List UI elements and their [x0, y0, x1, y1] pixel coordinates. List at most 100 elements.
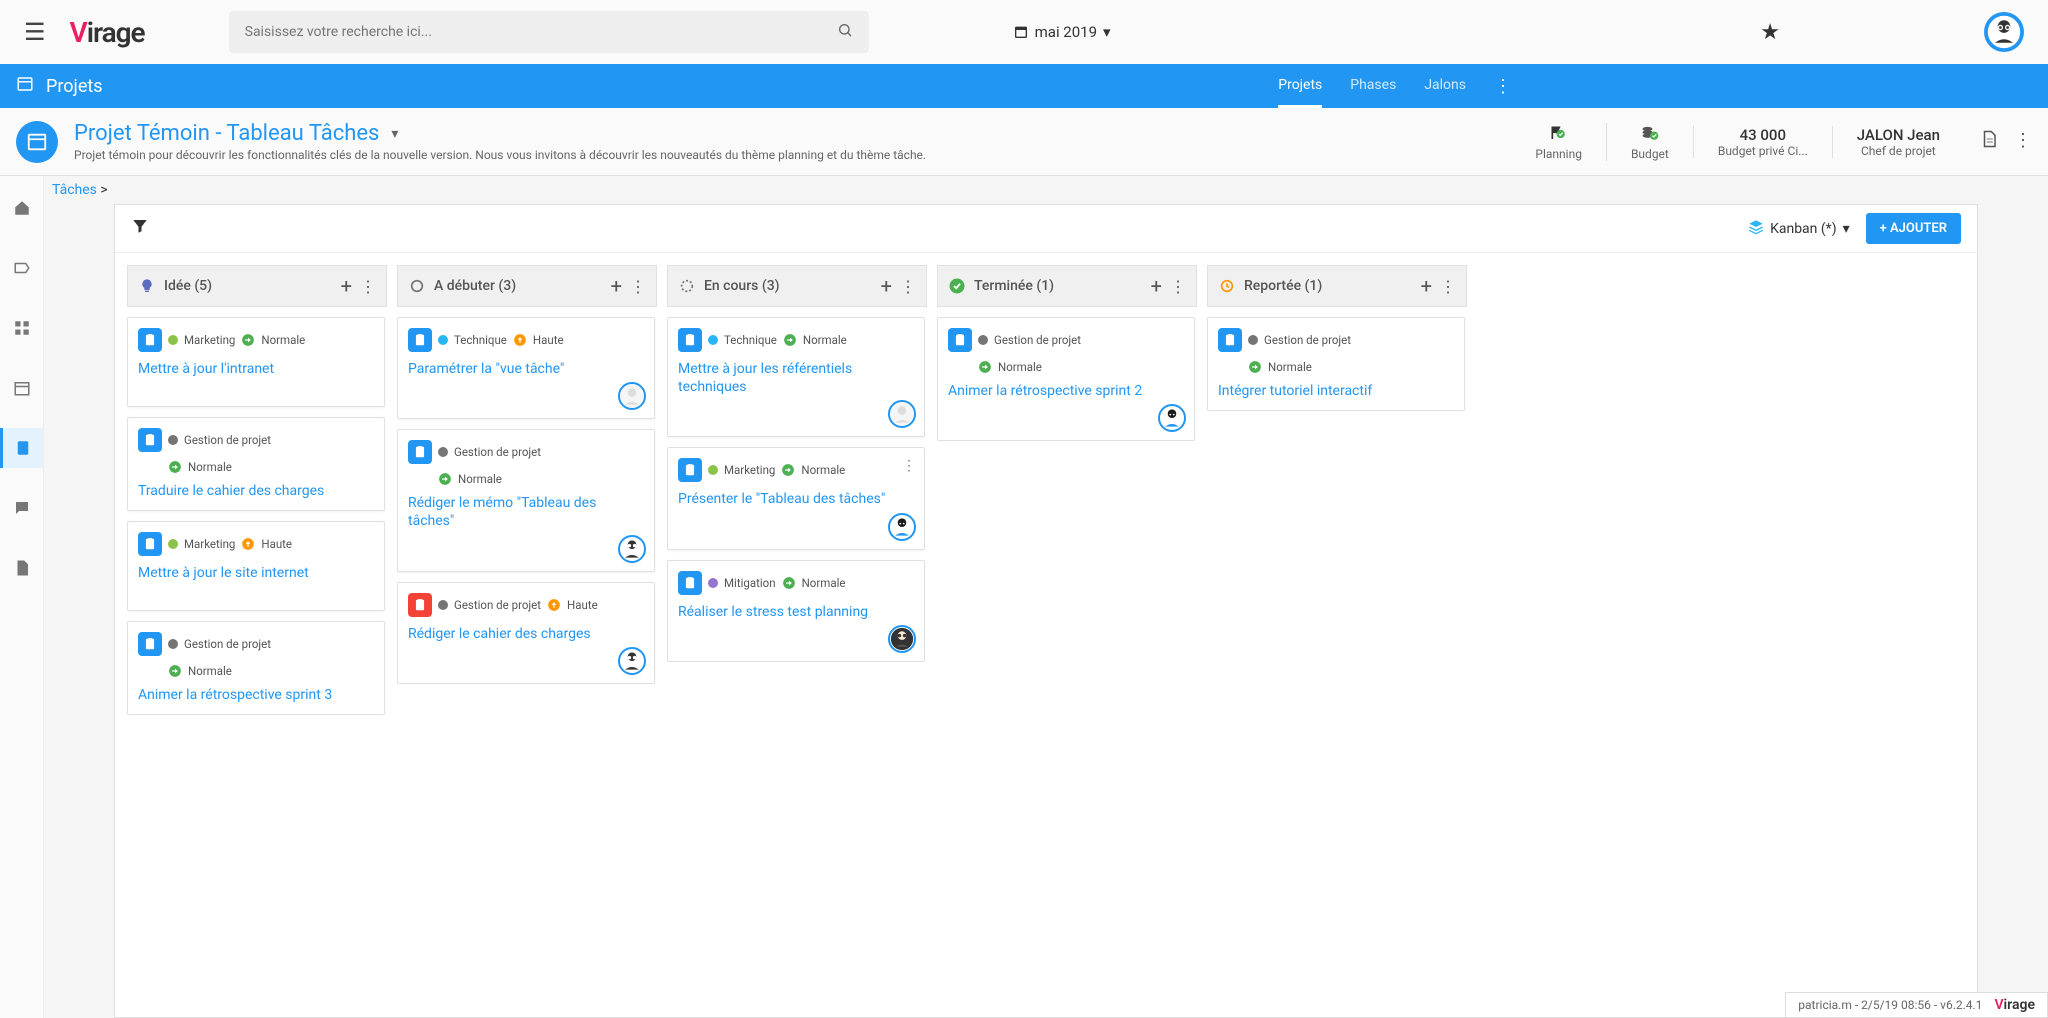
meta-budget-private[interactable]: 43 000 Budget privé Ci... — [1693, 126, 1832, 158]
hamburger-icon[interactable]: ☰ — [24, 18, 46, 46]
card-title[interactable]: Mettre à jour l'intranet — [138, 360, 374, 378]
assignee-avatar[interactable] — [618, 647, 646, 675]
column-add-icon[interactable]: + — [341, 274, 352, 298]
task-card[interactable]: Mitigation Normale Réaliser le stress te… — [667, 560, 925, 662]
task-card[interactable]: Gestion de projet Haute Rédiger le cahie… — [397, 582, 655, 684]
card-title[interactable]: Traduire le cahier des charges — [138, 482, 374, 500]
card-tags: Technique Haute — [408, 328, 644, 352]
nav-more-icon[interactable]: ⋮ — [1494, 76, 1512, 97]
priority-label: Normale — [801, 463, 845, 477]
category-dot — [168, 335, 178, 345]
assignee-avatar[interactable] — [618, 382, 646, 410]
star-icon[interactable]: ★ — [1760, 20, 1780, 45]
column-more-icon[interactable]: ⋮ — [630, 277, 646, 296]
assignee-avatar[interactable] — [888, 513, 916, 541]
priority-icon — [168, 664, 182, 678]
category-dot — [168, 639, 178, 649]
card-tags-line2: Normale — [138, 664, 374, 678]
priority-icon — [438, 472, 452, 486]
card-title[interactable]: Rédiger le cahier des charges — [408, 625, 644, 643]
task-card[interactable]: Marketing Normale ⋮Présenter le "Tableau… — [667, 447, 925, 549]
card-tags: Gestion de projet Haute — [408, 593, 644, 617]
task-card[interactable]: Technique Normale Mettre à jour les réfé… — [667, 317, 925, 437]
card-title[interactable]: Mettre à jour les référentiels technique… — [678, 360, 914, 396]
task-card[interactable]: Gestion de projet Normale Rédiger le mém… — [397, 429, 655, 571]
card-title[interactable]: Mettre à jour le site internet — [138, 564, 374, 582]
column-add-icon[interactable]: + — [881, 274, 892, 298]
sidebar-tasks[interactable] — [0, 428, 44, 468]
card-title[interactable]: Réaliser le stress test planning — [678, 603, 914, 621]
card-title[interactable]: Animer la rétrospective sprint 2 — [948, 382, 1184, 400]
kanban-columns: Idée (5) + ⋮ Marketing Normale Mettre à … — [115, 253, 1977, 1017]
task-icon — [678, 328, 702, 352]
column-more-icon[interactable]: ⋮ — [360, 277, 376, 296]
column-body: Gestion de projet Normale Animer la rétr… — [937, 317, 1197, 441]
column-more-icon[interactable]: ⋮ — [900, 277, 916, 296]
assignee-avatar[interactable] — [888, 625, 916, 653]
card-tags: Gestion de projet — [1218, 328, 1454, 352]
meta-budget[interactable]: Budget — [1606, 123, 1693, 161]
task-card[interactable]: Gestion de projet Normale Animer la rétr… — [937, 317, 1195, 441]
task-icon — [948, 328, 972, 352]
card-tags: Technique Normale — [678, 328, 914, 352]
column-add-icon[interactable]: + — [1421, 274, 1432, 298]
card-title[interactable]: Présenter le "Tableau des tâches" — [678, 490, 914, 508]
sidebar-home[interactable] — [0, 188, 44, 228]
filter-icon[interactable] — [131, 217, 149, 240]
column-add-icon[interactable]: + — [1151, 274, 1162, 298]
column-add-icon[interactable]: + — [611, 274, 622, 298]
document-icon[interactable] — [1980, 130, 1998, 153]
search-box[interactable] — [229, 11, 869, 53]
tab-jalons[interactable]: Jalons — [1424, 64, 1466, 108]
priority-label: Normale — [802, 576, 846, 590]
search-icon[interactable] — [837, 22, 853, 43]
view-selector[interactable]: Kanban (*) ▾ — [1748, 219, 1850, 239]
category-dot — [438, 600, 448, 610]
task-card[interactable]: Marketing Haute Mettre à jour le site in… — [127, 521, 385, 611]
sidebar-file[interactable] — [0, 548, 44, 588]
task-card[interactable]: Technique Haute Paramétrer la "vue tâche… — [397, 317, 655, 419]
add-button[interactable]: + AJOUTER — [1866, 213, 1961, 244]
sidebar-grid[interactable] — [0, 308, 44, 348]
task-card[interactable]: Marketing Normale Mettre à jour l'intran… — [127, 317, 385, 407]
task-card[interactable]: Gestion de projet Normale Traduire le ca… — [127, 417, 385, 511]
project-title[interactable]: Projet Témoin - Tableau Tâches ▾ — [74, 121, 1511, 146]
date-selector[interactable]: mai 2019 ▾ — [1013, 23, 1111, 41]
column-more-icon[interactable]: ⋮ — [1170, 277, 1186, 296]
card-tags-line2: Normale — [408, 472, 644, 486]
tab-phases[interactable]: Phases — [1350, 64, 1396, 108]
card-tags: Marketing Haute — [138, 532, 374, 556]
search-input[interactable] — [245, 24, 837, 40]
category-dot — [168, 539, 178, 549]
dropdown-icon: ▾ — [1103, 23, 1111, 41]
tab-projets[interactable]: Projets — [1278, 64, 1322, 108]
task-card[interactable]: Gestion de projet Normale Intégrer tutor… — [1207, 317, 1465, 411]
card-title[interactable]: Paramétrer la "vue tâche" — [408, 360, 644, 378]
card-title[interactable]: Animer la rétrospective sprint 3 — [138, 686, 374, 704]
meta-chef[interactable]: JALON Jean Chef de projet — [1832, 126, 1964, 158]
assignee-avatar[interactable] — [888, 400, 916, 428]
sidebar-label[interactable] — [0, 248, 44, 288]
card-title[interactable]: Rédiger le mémo "Tableau des tâches" — [408, 494, 644, 530]
column-body: Marketing Normale Mettre à jour l'intran… — [127, 317, 387, 715]
assignee-avatar[interactable] — [618, 535, 646, 563]
category-label: Gestion de projet — [184, 433, 271, 447]
sidebar-chat[interactable] — [0, 488, 44, 528]
breadcrumb-root[interactable]: Tâches — [52, 182, 97, 198]
chevron-down-icon[interactable]: ▾ — [391, 126, 398, 142]
column-header: Reportée (1) + ⋮ — [1207, 265, 1467, 307]
column-more-icon[interactable]: ⋮ — [1440, 277, 1456, 296]
column-body: Gestion de projet Normale Intégrer tutor… — [1207, 317, 1467, 411]
user-avatar[interactable] — [1984, 12, 2024, 52]
view-label: Kanban (*) — [1770, 221, 1837, 237]
card-more-icon[interactable]: ⋮ — [902, 458, 916, 474]
sidebar-calendar[interactable] — [0, 368, 44, 408]
project-description: Projet témoin pour découvrir les fonctio… — [74, 148, 1511, 162]
meta-planning[interactable]: Planning — [1511, 123, 1606, 161]
category-label: Mitigation — [724, 576, 776, 590]
task-card[interactable]: Gestion de projet Normale Animer la rétr… — [127, 621, 385, 715]
assignee-avatar[interactable] — [1158, 404, 1186, 432]
card-title[interactable]: Intégrer tutoriel interactif — [1218, 382, 1454, 400]
board: Kanban (*) ▾ + AJOUTER Idée (5) + ⋮ Mark… — [114, 204, 1978, 1018]
more-icon[interactable]: ⋮ — [2014, 130, 2032, 153]
